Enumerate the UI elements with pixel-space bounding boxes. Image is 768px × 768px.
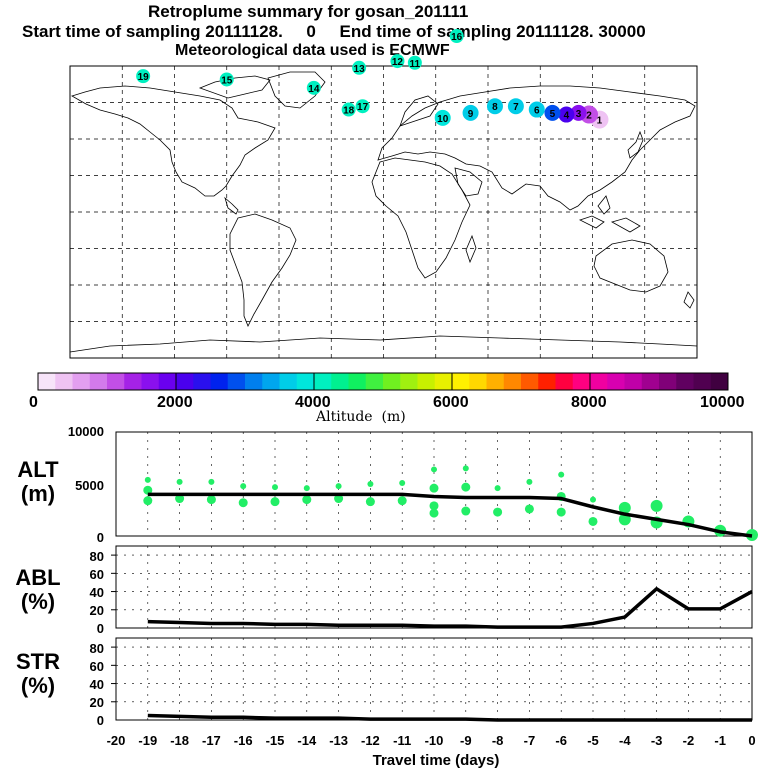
colorbar-tick: 0	[29, 394, 38, 411]
colorbar-cell	[572, 373, 591, 390]
colorbar-tick: 4000	[295, 394, 331, 411]
trajectory-marker-label: 2	[586, 111, 592, 122]
trajectory-marker-label: 4	[564, 111, 570, 122]
trajectory-marker	[219, 72, 234, 87]
colorbar-cell	[141, 373, 160, 390]
trajectory-marker-label: 13	[354, 64, 366, 75]
trajectory-marker	[528, 101, 545, 118]
trajectory-marker-label: 15	[221, 75, 233, 86]
trajectory-marker-label: 18	[343, 106, 355, 117]
coastlines	[69, 71, 698, 353]
abl-panel-label: ABL (%)	[15, 565, 61, 614]
colorbar-cell	[314, 373, 332, 390]
trajectory-marker-label: 6	[534, 106, 540, 117]
map-gridlines	[70, 66, 697, 358]
trajectory-marker	[507, 98, 524, 115]
trajectory-marker-label: 11	[410, 59, 421, 70]
trajectory-marker-label: 16	[451, 32, 463, 43]
trajectory-marker	[355, 99, 370, 114]
trajectory-marker	[306, 80, 321, 95]
colorbar-cell	[452, 373, 470, 390]
colorbar-cell	[107, 373, 125, 390]
colorbar-cell	[124, 373, 142, 390]
trajectory-marker	[449, 29, 464, 44]
colorbar-cell	[693, 373, 712, 390]
plot-title: Retroplume summary for gosan_201111	[148, 2, 469, 21]
colorbar-label: Altitude (m)	[316, 409, 406, 425]
colorbar-cell	[55, 373, 73, 390]
alt-panel-label: ALT (m)	[17, 457, 59, 506]
colorbar-cell	[624, 373, 643, 390]
colorbar-cell	[590, 373, 608, 390]
colorbar-cell	[89, 373, 108, 390]
trajectory-marker-label: 3	[576, 109, 582, 120]
trajectory-marker	[136, 69, 151, 84]
colorbar-cell	[38, 373, 56, 390]
str-panel-label: STR (%)	[16, 649, 60, 698]
trajectory-marker	[544, 104, 561, 121]
colorbar-cell	[486, 373, 505, 390]
colorbar-tick: 6000	[433, 394, 469, 411]
colorbar-cell	[210, 373, 229, 390]
colorbar-cell	[607, 373, 625, 390]
colorbar-tick-labels: 0 2000 4000 6000 8000 10000	[0, 394, 768, 414]
trajectory-marker	[570, 104, 587, 121]
colorbar-cell	[659, 373, 677, 390]
colorbar-cell	[434, 373, 453, 390]
trajectory-marker	[486, 98, 503, 115]
colorbar-cell	[710, 373, 729, 390]
trajectory-marker	[558, 106, 575, 123]
trajectory-marker	[341, 102, 356, 117]
colorbar-cell	[176, 373, 194, 390]
trajectory-marker-label: 10	[437, 114, 449, 125]
colorbar-cell	[400, 373, 418, 390]
colorbar-cell	[555, 373, 574, 390]
colorbar-cell	[72, 373, 91, 390]
colorbar-cell	[365, 373, 384, 390]
trajectory-marker	[462, 104, 479, 121]
colorbar-cell	[227, 373, 246, 390]
colorbar-cell	[158, 373, 177, 390]
trajectory-marker-label: 5	[550, 109, 556, 120]
altitude-colorbar	[37, 372, 729, 391]
trajectory-marker-label: 12	[392, 57, 404, 68]
colorbar-cell	[262, 373, 280, 390]
colorbar-cell	[348, 373, 367, 390]
colorbar-cell	[469, 373, 487, 390]
colorbar-cell	[676, 373, 694, 390]
trajectory-marker-label: 7	[513, 102, 519, 113]
colorbar-cell	[503, 373, 522, 390]
trajectory-marker	[407, 55, 422, 70]
trajectory-marker-label: 9	[468, 109, 474, 120]
colorbar-tick: 10000	[700, 394, 745, 411]
colorbar-cell	[331, 373, 349, 390]
meteo-data-subtitle: Meteorological data used is ECMWF	[175, 42, 450, 59]
trajectory-marker-label: 8	[492, 102, 498, 113]
colorbar-cell	[296, 373, 315, 390]
colorbar-cell	[193, 373, 211, 390]
colorbar-cell	[641, 373, 660, 390]
trajectory-marker	[434, 109, 451, 126]
trajectory-marker-label: 19	[138, 72, 150, 83]
trajectory-marker-label: 1	[597, 116, 603, 127]
colorbar-cell	[383, 373, 401, 390]
colorbar-cell	[417, 373, 436, 390]
colorbar-cell	[521, 373, 539, 390]
colorbar-cell	[538, 373, 556, 390]
trajectory-marker	[352, 60, 367, 75]
colorbar-tick: 8000	[571, 394, 607, 411]
colorbar-tick: 2000	[157, 394, 193, 411]
trajectory-marker-label: 14	[308, 84, 320, 95]
colorbar-cell	[245, 373, 263, 390]
colorbar-cell	[279, 373, 298, 390]
trajectory-marker	[390, 54, 405, 69]
trajectory-marker-label: 17	[357, 102, 369, 113]
